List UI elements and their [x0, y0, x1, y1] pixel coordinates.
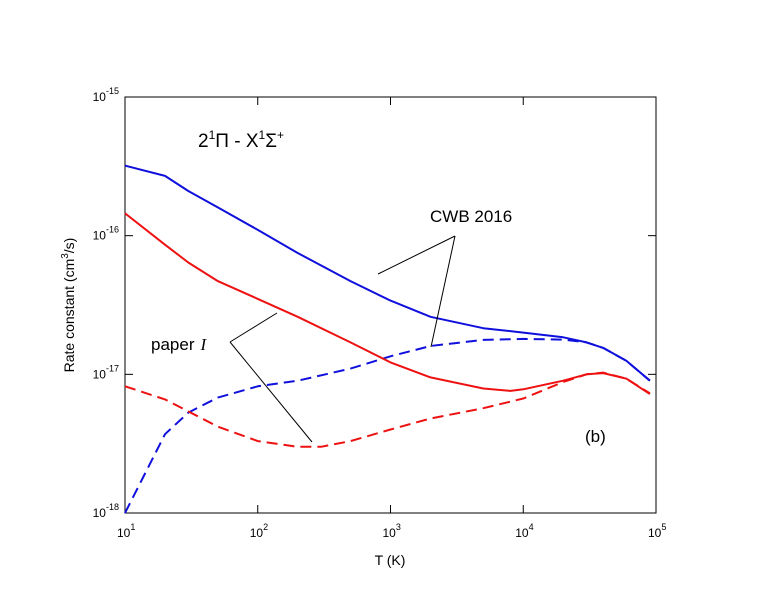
plot-frame: [124, 96, 657, 514]
axis-ticks: [124, 96, 657, 514]
axis-tick-labels: 101 102 103 104 105 10-18 10-17 10-16 10-15: [93, 86, 667, 540]
series-layer: [124, 164, 651, 514]
y-tick-label-2: 10-16: [93, 225, 119, 243]
series-line-3: [124, 371, 651, 448]
y-axis-label: Rate constant (cm3/s): [60, 238, 77, 373]
x-axis-label: T (K): [375, 552, 406, 568]
y-tick-label-0: 10-18: [93, 502, 119, 520]
panel-label: (b): [585, 427, 606, 446]
cwb-2016-label: CWB 2016: [430, 207, 512, 226]
x-tick-label-4: 105: [648, 522, 666, 540]
series-line-2: [124, 212, 651, 395]
cwb-leader-to-solid: [377, 235, 456, 275]
paper-leader-to-dashed: [229, 341, 313, 443]
x-tick-label-3: 104: [515, 522, 533, 540]
y-tick-label-3: 10-15: [93, 86, 119, 104]
x-tick-label-1: 102: [250, 522, 268, 540]
paper-leader-to-solid: [229, 312, 278, 343]
x-tick-label-0: 101: [117, 522, 135, 540]
series-line-1: [124, 337, 651, 514]
chart-title: 21Π - X1Σ+: [198, 128, 284, 152]
cwb-leader-to-dashed: [430, 235, 456, 348]
y-tick-label-1: 10-17: [93, 363, 119, 381]
x-tick-label-2: 103: [383, 522, 401, 540]
paper-i-label: paper I: [151, 335, 207, 354]
